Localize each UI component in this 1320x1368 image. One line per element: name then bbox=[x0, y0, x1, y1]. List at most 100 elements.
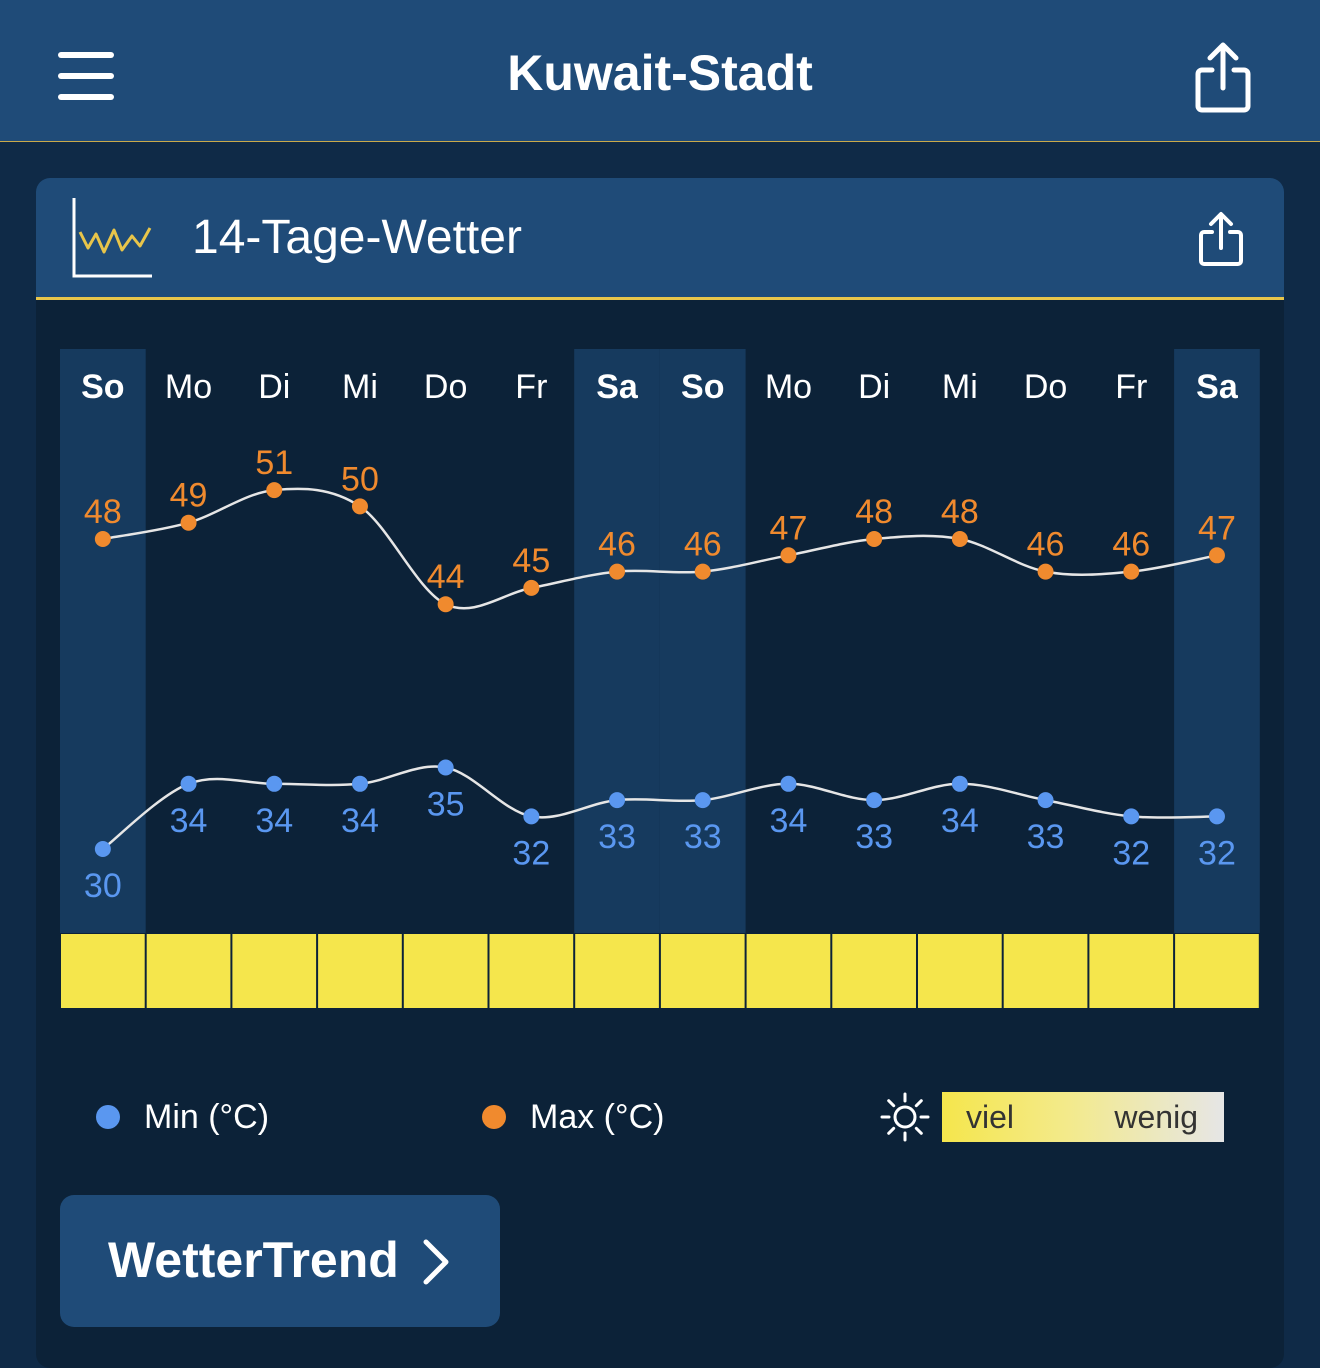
sunshine-cell bbox=[832, 934, 916, 1008]
sunshine-cell bbox=[918, 934, 1002, 1008]
max-value-label: 44 bbox=[427, 558, 465, 596]
min-value-label: 32 bbox=[1198, 834, 1236, 872]
sunshine-cell bbox=[1089, 934, 1174, 1008]
forecast-card: 14-Tage-Wetter So Mo Di Mi Do Fr Sa So Mo Di Mi Do F… bbox=[36, 178, 1284, 1368]
max-value-label: 47 bbox=[770, 509, 808, 547]
min-point bbox=[609, 792, 626, 809]
card-header: 14-Tage-Wetter bbox=[36, 178, 1284, 300]
sunshine-cell bbox=[403, 934, 488, 1008]
max-point bbox=[1123, 563, 1140, 580]
max-value-label: 48 bbox=[855, 493, 893, 531]
min-legend-dot bbox=[96, 1105, 120, 1129]
wettertrend-button-label: WetterTrend bbox=[108, 1232, 399, 1288]
max-value-label: 48 bbox=[941, 493, 979, 531]
weekend-column bbox=[60, 349, 146, 933]
min-value-label: 34 bbox=[770, 802, 808, 840]
max-point bbox=[523, 579, 540, 596]
weekend-column bbox=[574, 349, 660, 933]
weekend-column bbox=[659, 349, 746, 933]
min-point bbox=[951, 775, 968, 792]
card-title: 14-Tage-Wetter bbox=[192, 211, 522, 264]
sunshine-cell bbox=[1175, 934, 1259, 1008]
max-point bbox=[266, 482, 283, 499]
min-point bbox=[1208, 808, 1225, 825]
line-chart-icon bbox=[72, 198, 152, 278]
min-value-label: 34 bbox=[941, 802, 979, 840]
min-value-label: 30 bbox=[84, 867, 122, 905]
day-label: Di bbox=[858, 368, 890, 406]
max-point bbox=[866, 531, 883, 547]
day-label: Fr bbox=[515, 368, 547, 406]
max-point bbox=[180, 514, 197, 531]
min-value-label: 34 bbox=[255, 802, 293, 840]
day-label: Mo bbox=[165, 368, 212, 406]
min-point bbox=[437, 759, 454, 776]
day-label: So bbox=[81, 368, 124, 406]
sun-icon bbox=[880, 1092, 930, 1142]
sunshine-high-label: viel bbox=[966, 1099, 1015, 1135]
day-label: So bbox=[681, 368, 724, 406]
min-point bbox=[1123, 808, 1140, 825]
min-point bbox=[1037, 792, 1054, 809]
max-value-label: 49 bbox=[170, 477, 208, 515]
min-value-label: 34 bbox=[341, 802, 379, 840]
max-value-label: 46 bbox=[1112, 526, 1150, 564]
min-value-label: 33 bbox=[855, 818, 893, 856]
share-icon[interactable] bbox=[1196, 210, 1246, 268]
min-point bbox=[866, 792, 883, 809]
sunshine-cell bbox=[146, 934, 231, 1008]
min-value-label: 34 bbox=[170, 802, 208, 840]
max-point bbox=[437, 596, 454, 613]
max-legend-dot bbox=[482, 1105, 506, 1129]
min-point bbox=[523, 808, 540, 825]
day-label: Mo bbox=[765, 368, 812, 406]
sunshine-cell bbox=[232, 934, 317, 1008]
sunshine-cell bbox=[746, 934, 831, 1008]
max-point bbox=[780, 547, 797, 564]
day-label: Mi bbox=[942, 368, 978, 406]
max-value-label: 46 bbox=[684, 526, 722, 564]
max-point bbox=[609, 563, 626, 580]
sunshine-cell bbox=[575, 934, 659, 1008]
max-point bbox=[694, 563, 711, 580]
wettertrend-button[interactable]: WetterTrend bbox=[60, 1195, 500, 1327]
day-label: Mi bbox=[342, 368, 378, 406]
min-value-label: 33 bbox=[684, 818, 722, 856]
min-point bbox=[94, 841, 111, 857]
sunshine-cell bbox=[318, 934, 402, 1008]
max-value-label: 45 bbox=[512, 542, 550, 580]
max-legend-label: Max (°C) bbox=[530, 1098, 665, 1136]
share-icon[interactable] bbox=[1192, 40, 1254, 116]
max-value-label: 47 bbox=[1198, 509, 1236, 547]
max-value-label: 50 bbox=[341, 460, 379, 498]
weekend-column bbox=[1174, 349, 1260, 933]
sunshine-cell bbox=[1003, 934, 1088, 1008]
max-point bbox=[951, 531, 968, 547]
min-value-label: 32 bbox=[1112, 834, 1150, 872]
day-label: Do bbox=[424, 368, 467, 406]
max-value-label: 48 bbox=[84, 493, 122, 531]
app-header: Kuwait-Stadt bbox=[0, 0, 1320, 142]
min-value-label: 33 bbox=[1027, 818, 1065, 856]
min-value-label: 32 bbox=[512, 834, 550, 872]
max-point bbox=[94, 531, 111, 547]
max-point bbox=[351, 498, 368, 515]
day-label: Do bbox=[1024, 368, 1067, 406]
day-label: Fr bbox=[1115, 368, 1147, 406]
day-label: Di bbox=[258, 368, 290, 406]
chevron-right-icon bbox=[423, 1239, 449, 1285]
hamburger-menu-icon[interactable] bbox=[58, 52, 114, 100]
page-title: Kuwait-Stadt bbox=[507, 45, 813, 101]
day-label: Sa bbox=[1196, 368, 1239, 406]
max-value-label: 46 bbox=[1027, 526, 1065, 564]
max-series-line bbox=[102, 487, 1218, 610]
min-value-label: 33 bbox=[598, 818, 636, 856]
min-point bbox=[351, 775, 368, 792]
min-point bbox=[694, 792, 711, 809]
day-label: Sa bbox=[596, 368, 639, 406]
max-point bbox=[1037, 563, 1054, 580]
max-value-label: 46 bbox=[598, 526, 636, 564]
sunshine-cell bbox=[489, 934, 574, 1008]
min-point bbox=[180, 775, 197, 792]
min-point bbox=[266, 775, 283, 792]
